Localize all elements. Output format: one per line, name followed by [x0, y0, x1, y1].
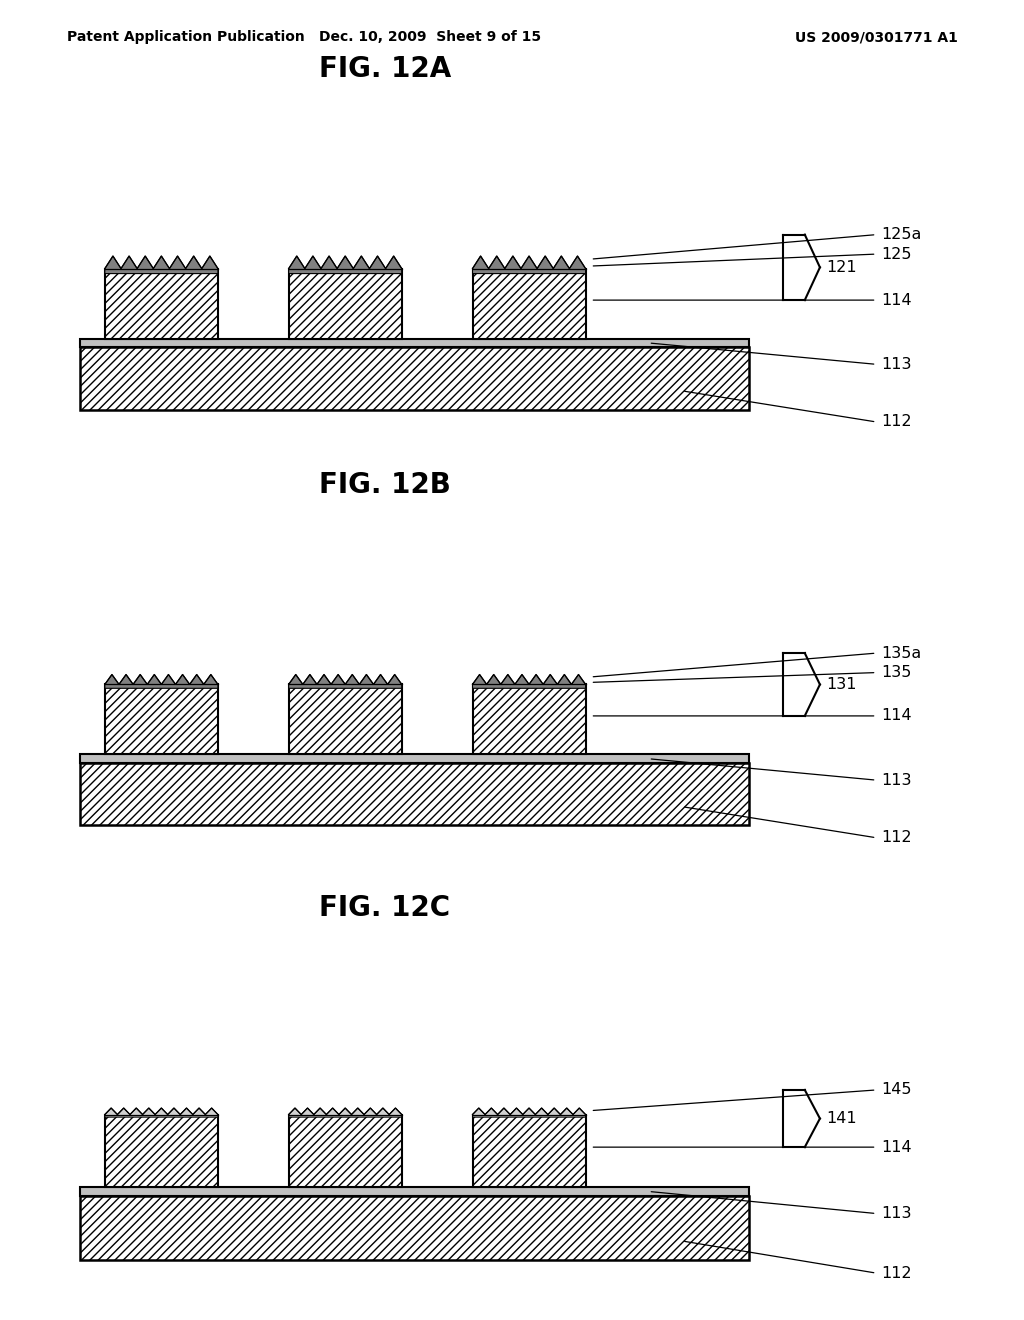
- Bar: [80, 339, 749, 347]
- Text: 135a: 135a: [882, 645, 922, 660]
- Polygon shape: [472, 256, 586, 273]
- Text: 131: 131: [826, 677, 857, 692]
- Bar: [472, 684, 586, 755]
- Text: 145: 145: [882, 1082, 912, 1097]
- Bar: [104, 1114, 218, 1187]
- Text: FIG. 12A: FIG. 12A: [318, 55, 452, 83]
- Text: 113: 113: [882, 356, 912, 372]
- Bar: [472, 268, 586, 339]
- Polygon shape: [289, 675, 401, 688]
- Text: 125: 125: [882, 247, 912, 261]
- Text: 121: 121: [826, 260, 857, 275]
- Bar: [80, 755, 749, 763]
- Text: US 2009/0301771 A1: US 2009/0301771 A1: [795, 30, 957, 45]
- Text: 114: 114: [882, 293, 912, 308]
- Bar: [289, 268, 401, 339]
- Polygon shape: [472, 675, 586, 688]
- Bar: [289, 684, 401, 755]
- Text: Patent Application Publication: Patent Application Publication: [67, 30, 304, 45]
- Text: 113: 113: [882, 1206, 912, 1221]
- Text: 125a: 125a: [882, 227, 922, 242]
- Bar: [104, 684, 218, 755]
- Polygon shape: [104, 1107, 218, 1117]
- Bar: [80, 1196, 749, 1261]
- Text: FIG. 12C: FIG. 12C: [319, 894, 451, 921]
- Text: 112: 112: [882, 414, 912, 429]
- Text: 114: 114: [882, 1139, 912, 1155]
- Bar: [80, 347, 749, 409]
- Text: 112: 112: [882, 830, 912, 845]
- Text: 114: 114: [882, 709, 912, 723]
- Text: 135: 135: [882, 665, 911, 680]
- Text: FIG. 12B: FIG. 12B: [319, 471, 451, 499]
- Polygon shape: [104, 256, 218, 273]
- Polygon shape: [472, 1107, 586, 1117]
- Polygon shape: [289, 256, 401, 273]
- Bar: [80, 763, 749, 825]
- Bar: [104, 268, 218, 339]
- Text: 112: 112: [882, 1266, 912, 1280]
- Bar: [80, 1187, 749, 1196]
- Text: 141: 141: [826, 1111, 857, 1126]
- Bar: [289, 1114, 401, 1187]
- Text: 113: 113: [882, 772, 912, 788]
- Polygon shape: [104, 675, 218, 688]
- Bar: [472, 1114, 586, 1187]
- Text: Dec. 10, 2009  Sheet 9 of 15: Dec. 10, 2009 Sheet 9 of 15: [319, 30, 541, 45]
- Polygon shape: [289, 1107, 401, 1117]
